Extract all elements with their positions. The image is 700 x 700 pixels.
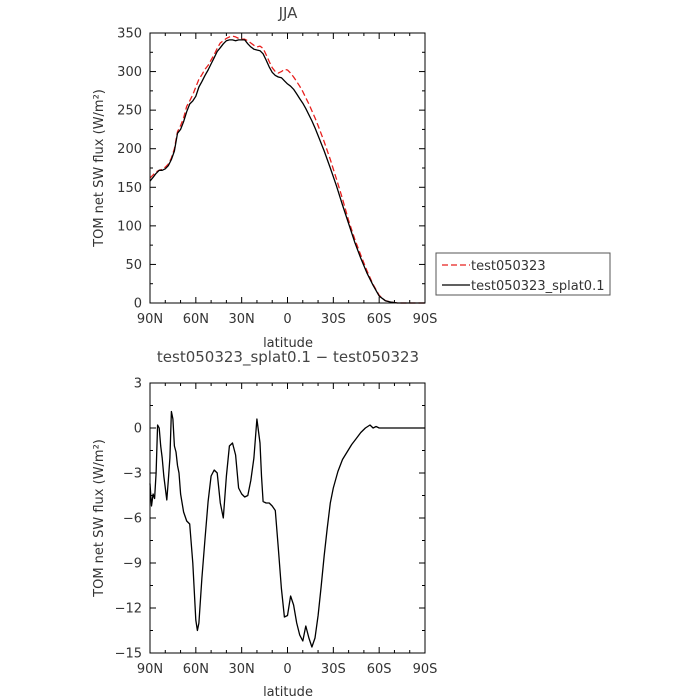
top-y-tick-label: 150 — [117, 181, 142, 196]
top-y-tick-label: 0 — [134, 297, 142, 312]
top-x-tick-label: 90S — [413, 312, 438, 327]
top-x-tick-label: 30S — [321, 312, 346, 327]
top-series-line-1 — [149, 39, 425, 304]
bottom-y-tick-label: −12 — [115, 602, 142, 617]
bottom-y-tick-label: −3 — [123, 467, 142, 482]
bottom-series-line-0 — [149, 410, 425, 648]
bottom-y-tick-label: 3 — [134, 377, 142, 392]
legend-label-splat: test050323_splat0.1 — [471, 279, 604, 294]
top-y-axis-label: TOM net SW flux (W/m²) — [92, 89, 107, 248]
bottom-y-tick-label: −15 — [115, 647, 142, 662]
top-y-tick-label: 50 — [125, 258, 142, 273]
bottom-x-tick-label: 0 — [283, 662, 291, 677]
legend-label-test050323: test050323 — [471, 259, 546, 274]
top-panel: JJA 90N 60N 30N 0 30S 60S 90S 0 50 100 150 200 250 30… — [92, 4, 437, 351]
legend-box — [435, 252, 611, 296]
bottom-panel: test050323_splat0.1 − test050323 90N 60N 3… — [92, 348, 437, 700]
bottom-x-axis-label: latitude — [263, 685, 313, 700]
bottom-plot-frame — [149, 382, 426, 654]
top-series-lines — [149, 35, 425, 304]
top-chart-title: JJA — [278, 4, 299, 22]
bottom-x-tick-label: 60S — [367, 662, 392, 677]
bottom-x-tick-label: 90S — [413, 662, 438, 677]
top-axis-ticks: 90N 60N 30N 0 30S 60S 90S 0 50 100 150 200 250 300 350 — [117, 27, 437, 328]
bottom-x-tick-label: 30N — [229, 662, 255, 677]
top-y-tick-label: 350 — [117, 27, 142, 42]
top-y-tick-label: 250 — [117, 104, 142, 119]
bottom-x-tick-label: 90N — [137, 662, 163, 677]
top-x-tick-label: 60S — [367, 312, 392, 327]
bottom-x-tick-label: 30S — [321, 662, 346, 677]
legend: test050323 test050323_splat0.1 — [435, 252, 611, 296]
bottom-y-axis-label: TOM net SW flux (W/m²) — [92, 439, 107, 598]
top-series-line-0 — [149, 35, 425, 304]
bottom-y-tick-label: −9 — [123, 557, 142, 572]
top-x-tick-label: 30N — [229, 312, 255, 327]
top-x-axis-label: latitude — [263, 336, 313, 351]
bottom-y-tick-label: −6 — [123, 512, 142, 527]
top-plot-frame — [149, 32, 426, 304]
bottom-series-lines — [149, 410, 425, 648]
top-y-tick-label: 200 — [117, 142, 142, 157]
top-x-tick-label: 60N — [183, 312, 209, 327]
bottom-chart-title: test050323_splat0.1 − test050323 — [157, 348, 419, 367]
bottom-x-tick-label: 60N — [183, 662, 209, 677]
top-x-tick-label: 0 — [283, 312, 291, 327]
top-x-tick-label: 90N — [137, 312, 163, 327]
bottom-y-tick-label: 0 — [134, 422, 142, 437]
top-y-tick-label: 300 — [117, 65, 142, 80]
bottom-axis-ticks: 90N 60N 30N 0 30S 60S 90S 3 0 −3 −6 −9 −12 −15 — [115, 377, 438, 678]
top-y-tick-label: 100 — [117, 219, 142, 234]
